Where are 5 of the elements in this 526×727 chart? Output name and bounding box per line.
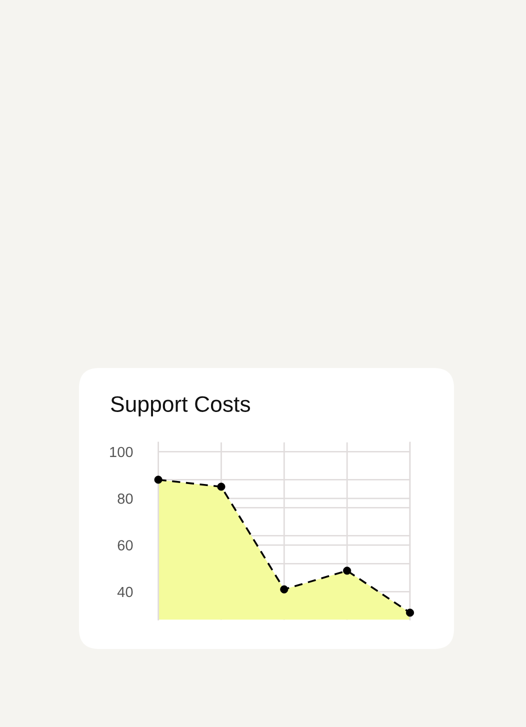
y-tick-label: 80 — [118, 493, 133, 504]
y-tick-label: 40 — [117, 586, 133, 598]
y-tick-label: 100 — [110, 446, 133, 458]
chart-title: Support Costs — [111, 396, 250, 416]
y-tick-label: 60 — [118, 540, 133, 550]
